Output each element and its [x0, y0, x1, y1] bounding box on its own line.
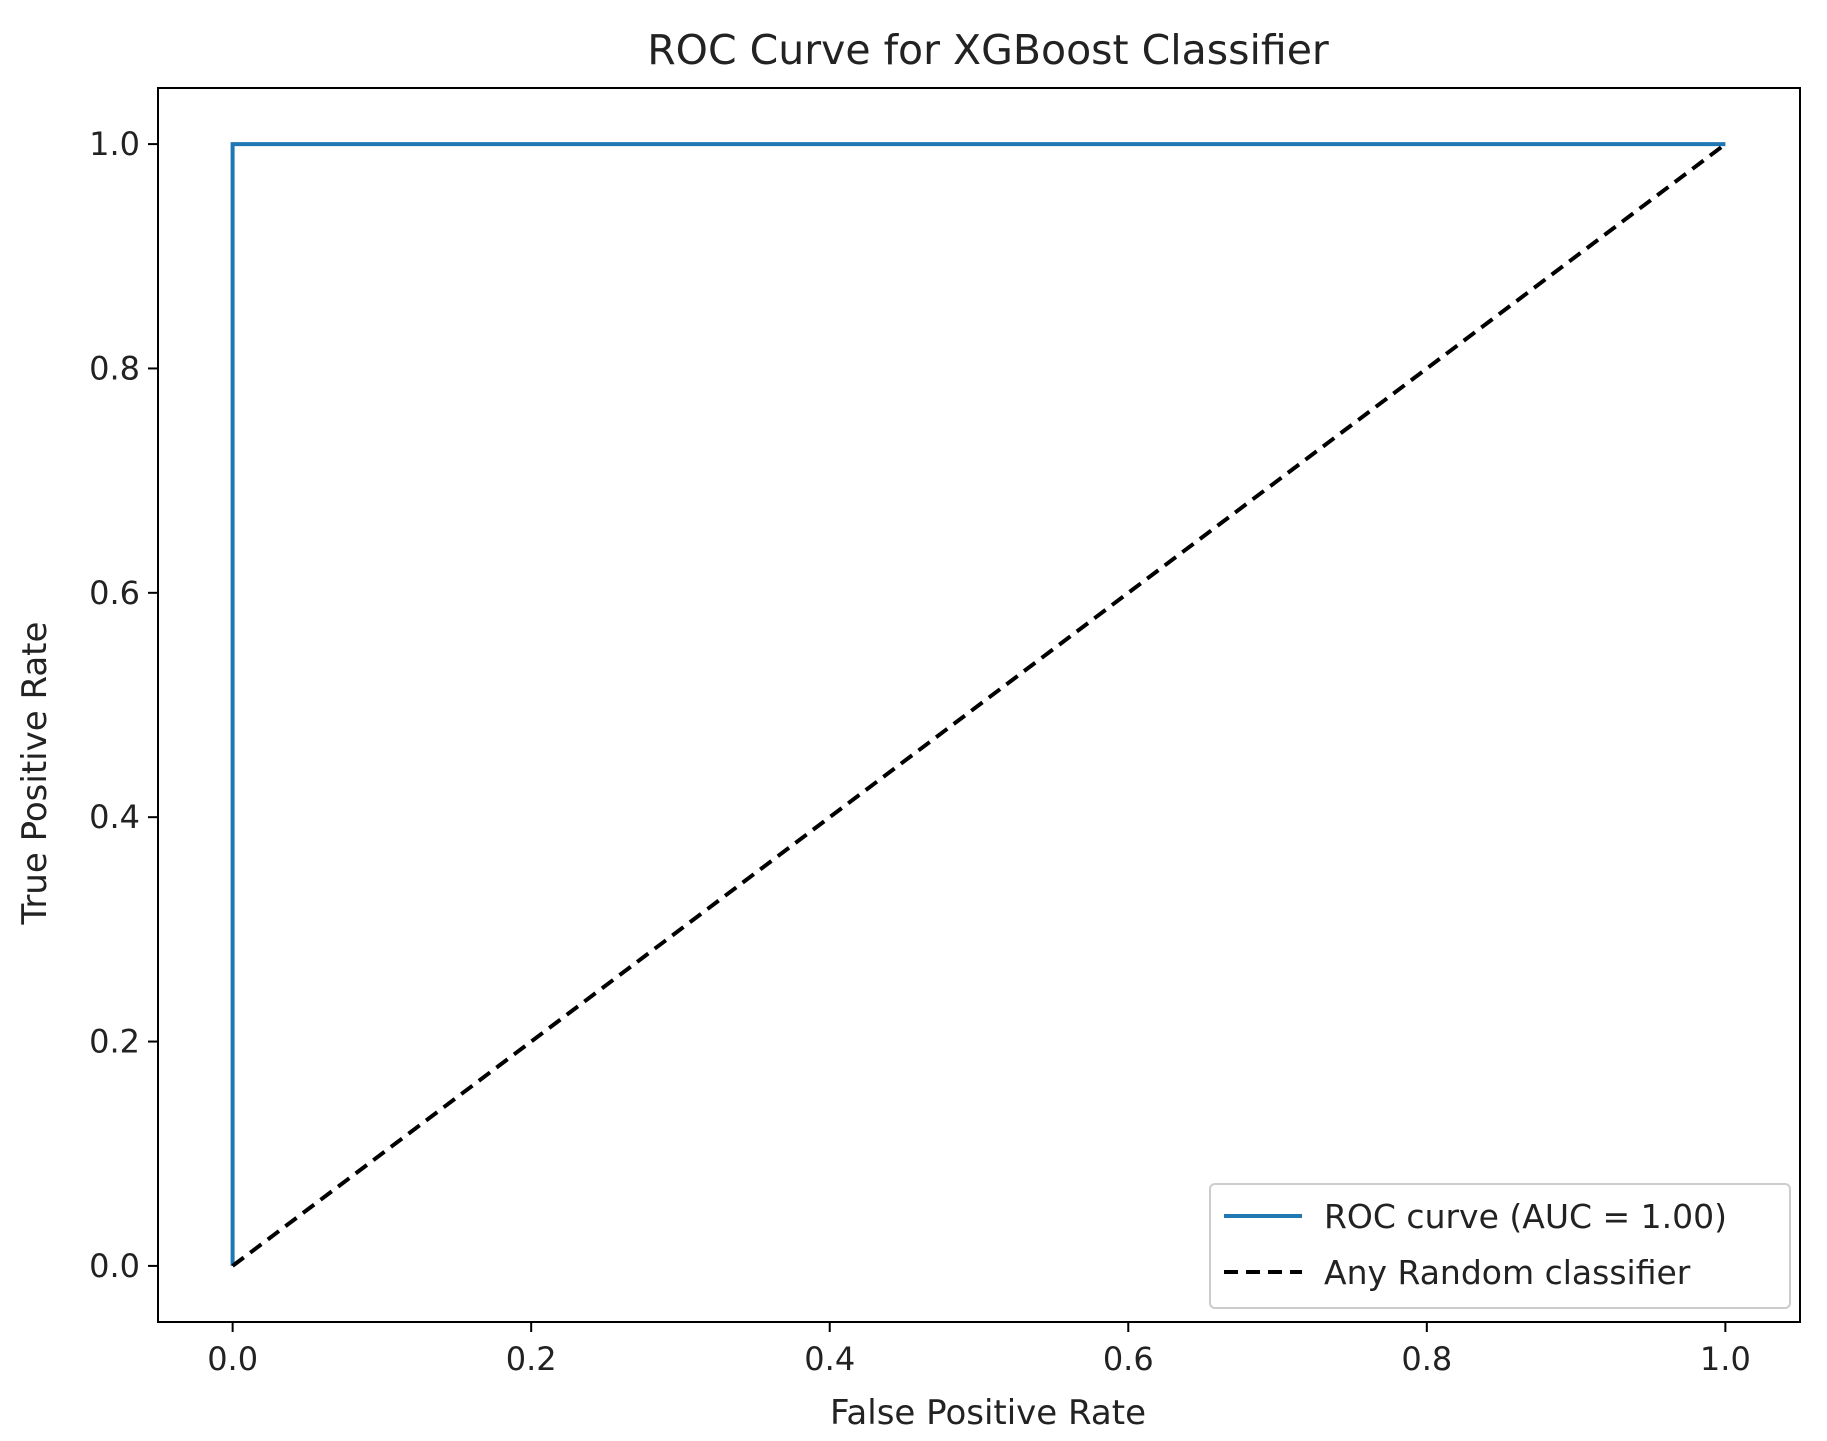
series-line-1	[231, 142, 1727, 1268]
y-axis-title: True Positive Rate	[15, 622, 55, 926]
x-tick-label: 0.6	[1103, 1340, 1154, 1378]
legend: ROC curve (AUC = 1.00) Any Random classif…	[1209, 1183, 1791, 1309]
y-tick-label: 0.8	[89, 349, 140, 387]
plot-area	[157, 87, 1801, 1323]
legend-label-0: ROC curve (AUC = 1.00)	[1324, 1197, 1727, 1236]
x-tick-label: 0.2	[506, 1340, 557, 1378]
x-tick-label: 0.4	[804, 1340, 855, 1378]
x-tick-label: 0.8	[1401, 1340, 1452, 1378]
plot-frame	[157, 87, 1801, 1323]
y-tick-label: 1.0	[89, 125, 140, 163]
axis-ticks: 0.0 0.2 0.4 0.6 0.8 1.0 0.0 0.2 0.4 0.6 0.8 1.0	[89, 125, 1751, 1378]
y-tick-label: 0.0	[89, 1247, 140, 1285]
y-tick-label: 0.6	[89, 574, 140, 612]
legend-box	[1209, 1183, 1791, 1309]
x-tick-label: 1.0	[1700, 1340, 1751, 1378]
series-line-0	[230, 142, 1726, 1266]
legend-label-1: Any Random classifier	[1324, 1253, 1691, 1292]
x-tick-label: 0.0	[207, 1340, 258, 1378]
y-tick-label: 0.4	[89, 798, 140, 836]
x-axis-title: False Positive Rate	[830, 1393, 1146, 1433]
y-tick-label: 0.2	[89, 1023, 140, 1061]
chart-title: ROC Curve for XGBoost Classifier	[647, 26, 1329, 74]
